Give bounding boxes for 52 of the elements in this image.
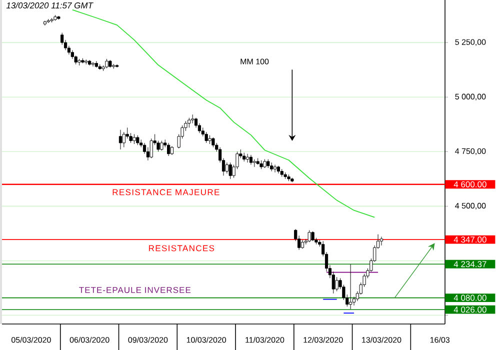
candlestick	[349, 264, 352, 310]
candlestick	[118, 130, 122, 150]
x-tick-label: 13/03/2020	[362, 336, 402, 343]
ref-line-label: 4 080.00	[454, 294, 486, 301]
y-tick-label: 4 750,00	[455, 148, 486, 155]
annotation: TETE-EPAULE INVERSEE	[79, 286, 191, 293]
candlestick	[43, 20, 46, 26]
annotation: RESISTANCES	[149, 245, 214, 252]
candlestick	[380, 236, 384, 246]
candlestick	[67, 46, 71, 55]
ref-line-label: 4 347.00	[454, 236, 486, 243]
candlestick	[167, 142, 170, 156]
candlestick	[273, 164, 277, 173]
candlestick	[84, 59, 88, 65]
candlestick	[50, 18, 54, 23]
annotation: RESISTANCE MAJEURE	[112, 189, 220, 196]
y-tick-label: 4 500,00	[455, 202, 486, 210]
candlestick	[70, 50, 74, 60]
ref-line-label: 4 026.00	[454, 306, 486, 313]
candlestick	[300, 240, 304, 249]
candlestick	[126, 127, 129, 139]
candlestick	[91, 62, 95, 67]
chart-title: 13/03/2020 11:57 GMT	[6, 2, 94, 8]
candlestick	[94, 60, 98, 68]
ref-line-label: 4 234.37	[454, 261, 486, 268]
y-tick-label: 5 000,00	[455, 94, 486, 100]
candlestick	[249, 154, 253, 165]
candlestick	[246, 154, 250, 163]
candlestick	[170, 146, 174, 156]
x-tick-label: 12/03/2020	[304, 336, 343, 343]
candlestick	[88, 60, 92, 66]
candlestick	[225, 162, 228, 174]
candlestick	[342, 284, 346, 300]
annotation: MM 100	[240, 58, 269, 64]
candlestick	[276, 166, 280, 174]
candlestick	[74, 55, 78, 65]
candlestick	[204, 132, 208, 144]
candlestick	[115, 64, 119, 68]
x-tick-label: 10/03/2020	[186, 336, 226, 343]
candlestick	[122, 132, 126, 148]
candlestick	[46, 18, 50, 24]
ref-line-label: 4 600.00	[454, 181, 486, 188]
x-tick-label: 06/03/2020	[70, 336, 110, 343]
x-tick-label: 16/03	[430, 336, 450, 343]
x-tick-label: 09/03/2020	[128, 336, 168, 343]
y-tick-label: 5 250,00	[455, 39, 486, 46]
candlestick	[287, 174, 290, 182]
candlestick	[194, 118, 198, 128]
candlestick	[142, 142, 146, 154]
x-tick-label: 05/03/2020	[11, 336, 51, 343]
x-tick-label: 11/03/2020	[246, 336, 284, 343]
line-series	[72, 9, 376, 218]
